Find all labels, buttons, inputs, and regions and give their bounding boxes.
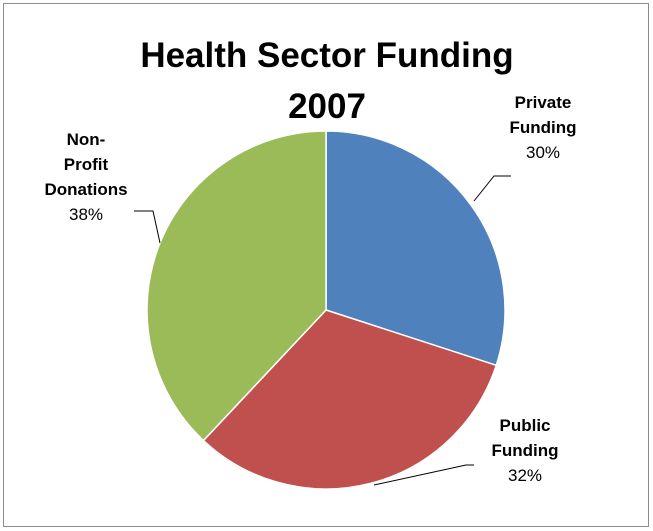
slice-value-label: 30%: [526, 143, 560, 162]
slice-label-name-line: Private: [515, 93, 572, 112]
slice-label: Private Funding 30%: [509, 93, 576, 162]
chart-title-line-2: 2007: [288, 87, 366, 126]
slice-value-label: 32%: [508, 466, 542, 485]
pie-slice-non-profit-donations: [146, 130, 327, 442]
pie-slices: [146, 130, 506, 490]
slice-label-name-line: Donations: [44, 180, 127, 199]
slice-labels: Private Funding 30% Public Funding 32% Non- Pro…: [44, 93, 576, 485]
chart-title-line-1: Health Sector Funding: [140, 36, 514, 75]
pie-slice-private-funding: [325, 130, 506, 367]
leader-line: [373, 464, 474, 486]
slice-label-name-line: Funding: [509, 118, 576, 137]
slice-label-name-line: Public: [499, 416, 550, 435]
slice-label-name-line: Funding: [491, 441, 558, 460]
slice-label: Public Funding 32%: [491, 416, 558, 485]
slice-label-name-line: Profit: [64, 155, 109, 174]
slice-label-name-line: Non-: [67, 130, 106, 149]
leader-line: [473, 175, 511, 202]
leader-lines: [134, 175, 511, 486]
pie-slice-public-funding: [202, 309, 497, 490]
slice-value-label: 38%: [69, 205, 103, 224]
chart-title: Health Sector Funding 2007: [4, 38, 650, 124]
slice-label: Non- Profit Donations 38%: [44, 130, 127, 224]
leader-line: [134, 210, 161, 244]
